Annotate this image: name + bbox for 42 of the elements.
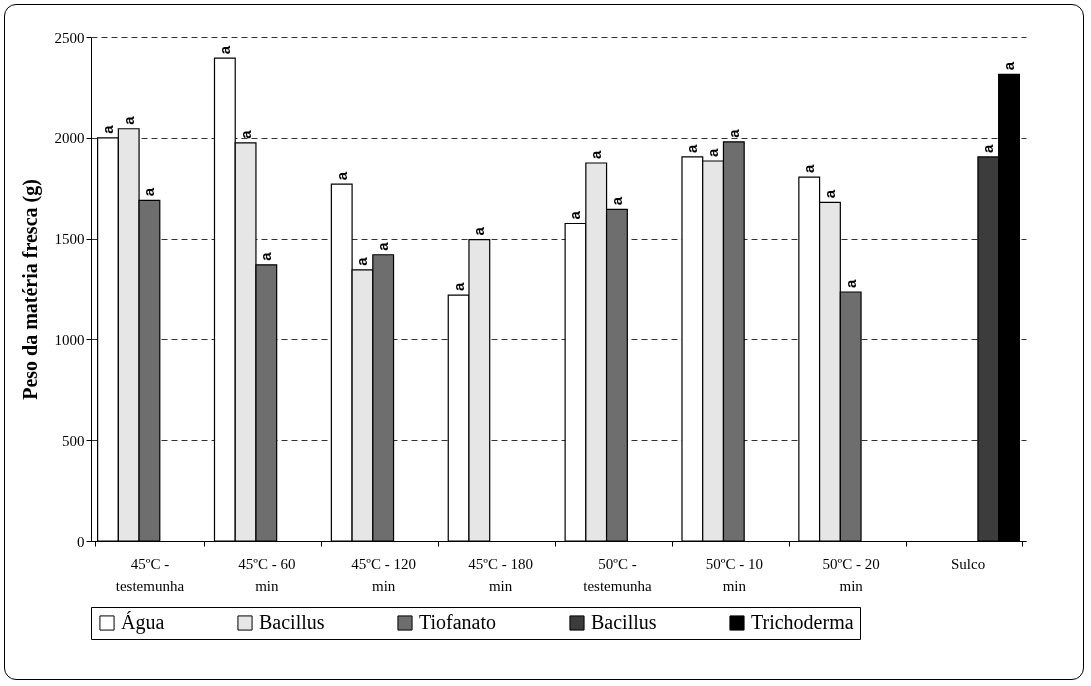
data-label: a [353,256,371,266]
data-label: a [236,129,254,139]
y-tick-label: 500 [62,432,85,449]
data-label: a [215,45,233,55]
data-label: a [607,196,625,206]
data-label: a [449,282,467,292]
data-label: a [841,279,859,289]
legend-label: Tiofanato [419,611,497,633]
data-label: a [374,241,392,251]
data-label: a [566,210,584,220]
y-tick-label: 2000 [54,130,85,147]
legend-label: Água [121,611,165,634]
legend-label: Bacillus [259,611,325,633]
data-label: a [98,124,116,134]
x-tick-label: Sulco [950,555,986,572]
data-label: a [683,143,701,153]
x-tick-label: 45ºC - 120 min [351,555,417,594]
y-axis-title: Peso da matéria fresca (g) [18,179,42,400]
x-tick-label: 45ºC - 180 min [468,555,533,594]
x-tick-label: 50ºC - 20 min [822,555,880,594]
data-label: a [332,171,350,181]
y-tick-label: 1500 [54,231,85,248]
x-tick-label: 45ºC - 60 min [238,555,296,594]
data-label: a [724,128,742,138]
data-label: a [119,115,137,125]
x-tick-label: 45ºC - testemunha [115,555,185,594]
data-label: a [979,143,997,153]
data-label: a [257,251,275,261]
y-tick-label: 2500 [54,29,85,46]
data-label: a [800,164,818,174]
legend-label: Trichoderma [751,611,854,633]
y-tick-label: 1000 [54,331,85,348]
data-label: a [704,147,722,157]
x-tick-label: 50ºC - testemunha [583,555,652,594]
y-tick-label: 0 [77,533,85,550]
data-label: a [140,187,158,197]
legend-label: Bacillus [591,611,657,633]
x-tick-label: 50ºC - 10 min [705,555,763,594]
data-label: a [587,150,605,159]
data-label: a [1000,61,1018,71]
data-label: a [470,226,488,236]
data-label: a [820,189,838,199]
